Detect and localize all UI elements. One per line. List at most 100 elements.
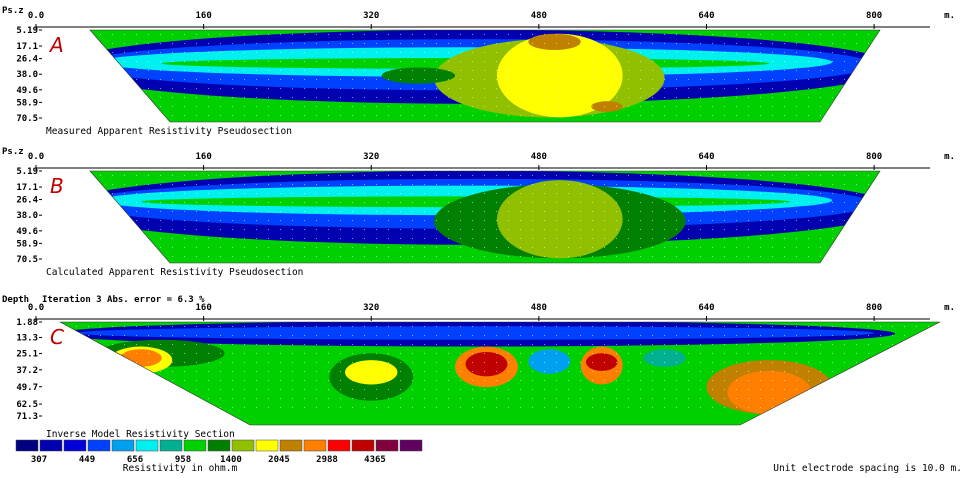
datum-point: [304, 371, 305, 372]
datum-point: [304, 106, 305, 107]
datum-point: [340, 184, 341, 185]
datum-point: [676, 115, 677, 116]
datum-point: [364, 256, 365, 257]
datum-point: [556, 202, 557, 203]
datum-point: [736, 380, 737, 381]
x-tick-label: 800: [866, 11, 882, 21]
datum-point: [796, 220, 797, 221]
datum-point: [748, 184, 749, 185]
datum-point: [388, 326, 389, 327]
datum-point: [868, 184, 869, 185]
datum-point: [508, 115, 509, 116]
datum-point: [280, 88, 281, 89]
datum-point: [256, 344, 257, 345]
datum-point: [448, 193, 449, 194]
datum-point: [292, 202, 293, 203]
datum-point: [616, 353, 617, 354]
datum-point: [832, 344, 833, 345]
datum-point: [700, 34, 701, 35]
datum-point: [568, 34, 569, 35]
datum-point: [604, 238, 605, 239]
datum-point: [280, 362, 281, 363]
datum-point: [280, 193, 281, 194]
datum-point: [220, 229, 221, 230]
datum-point: [376, 353, 377, 354]
datum-point: [232, 184, 233, 185]
datum-point: [520, 371, 521, 372]
datum-point: [352, 52, 353, 53]
datum-point: [808, 407, 809, 408]
datum-point: [196, 175, 197, 176]
datum-point: [244, 256, 245, 257]
datum-point: [580, 238, 581, 239]
datum-point: [436, 193, 437, 194]
datum-point: [868, 97, 869, 98]
datum-point: [628, 238, 629, 239]
datum-point: [448, 353, 449, 354]
datum-point: [652, 115, 653, 116]
datum-point: [304, 398, 305, 399]
datum-point: [220, 184, 221, 185]
datum-point: [100, 326, 101, 327]
datum-point: [76, 398, 77, 399]
datum-point: [508, 407, 509, 408]
datum-point: [580, 229, 581, 230]
datum-point: [712, 229, 713, 230]
datum-point: [76, 407, 77, 408]
datum-point: [760, 220, 761, 221]
datum-point: [880, 52, 881, 53]
datum-point: [436, 256, 437, 257]
datum-point: [868, 115, 869, 116]
datum-point: [40, 335, 41, 336]
datum-point: [232, 238, 233, 239]
datum-point: [232, 211, 233, 212]
datum-point: [892, 362, 893, 363]
datum-point: [760, 61, 761, 62]
datum-point: [676, 238, 677, 239]
datum-point: [724, 344, 725, 345]
panel-c: 0.0 160 320 480 640 800 m.Depth Iteration 3 Abs…: [2, 294, 955, 440]
datum-point: [808, 79, 809, 80]
datum-point: [220, 106, 221, 107]
datum-point: [412, 88, 413, 89]
datum-point: [184, 97, 185, 98]
datum-point: [700, 202, 701, 203]
datum-point: [832, 380, 833, 381]
datum-point: [436, 115, 437, 116]
datum-point: [508, 106, 509, 107]
datum-point: [880, 97, 881, 98]
datum-point: [928, 115, 929, 116]
datum-point: [496, 326, 497, 327]
datum-point: [88, 70, 89, 71]
datum-point: [868, 353, 869, 354]
datum-point: [904, 247, 905, 248]
datum-point: [412, 61, 413, 62]
datum-point: [436, 220, 437, 221]
datum-point: [364, 52, 365, 53]
datum-point: [52, 61, 53, 62]
datum-point: [472, 247, 473, 248]
datum-point: [664, 79, 665, 80]
datum-point: [292, 229, 293, 230]
datum-point: [580, 175, 581, 176]
datum-point: [112, 229, 113, 230]
datum-point: [580, 79, 581, 80]
datum-point: [736, 247, 737, 248]
datum-point: [640, 79, 641, 80]
datum-point: [364, 407, 365, 408]
datum-point: [880, 211, 881, 212]
datum-point: [448, 34, 449, 35]
datum-point: [316, 362, 317, 363]
datum-point: [184, 52, 185, 53]
datum-point: [712, 34, 713, 35]
datum-point: [844, 184, 845, 185]
datum-point: [364, 184, 365, 185]
datum-point: [592, 193, 593, 194]
datum-point: [628, 97, 629, 98]
datum-point: [268, 193, 269, 194]
datum-point: [472, 362, 473, 363]
datum-point: [88, 184, 89, 185]
datum-point: [412, 106, 413, 107]
datum-point: [88, 61, 89, 62]
datum-point: [412, 389, 413, 390]
